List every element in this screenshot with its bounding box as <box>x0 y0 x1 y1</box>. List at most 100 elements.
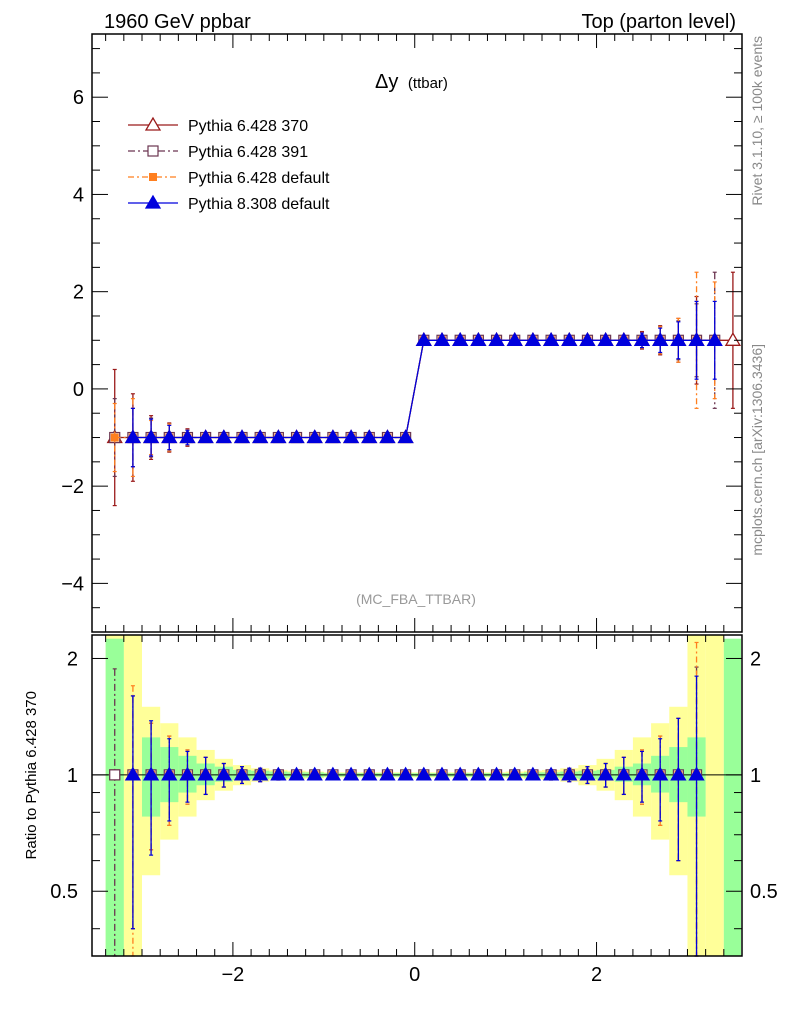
ratio-point <box>579 766 596 781</box>
y-tick-label-right: 0.5 <box>750 881 778 903</box>
y-tick-label: 2 <box>73 282 84 304</box>
series-1 <box>106 271 742 507</box>
ratio-point <box>324 766 342 781</box>
band-outer <box>705 635 724 956</box>
y-tick-label: 4 <box>73 184 84 206</box>
ratio-point <box>524 766 542 781</box>
data-point <box>561 332 578 346</box>
x-tick-label: 2 <box>591 964 602 986</box>
ratio-point <box>561 766 578 781</box>
ratio-point <box>252 766 269 781</box>
data-point <box>233 429 251 444</box>
main-title-delta-y: Δy <box>375 71 398 93</box>
data-point <box>415 332 432 346</box>
data-point <box>397 429 414 444</box>
series-4 <box>124 300 723 468</box>
data-point <box>142 429 160 444</box>
ratio-point <box>379 766 396 781</box>
rivet-label: Rivet 3.1.10, ≥ 100k events <box>749 36 765 206</box>
legend-label: Pythia 6.428 default <box>188 170 330 187</box>
ratio-frame <box>91 634 743 957</box>
ratio-point <box>342 766 360 781</box>
ratio-point <box>433 766 451 781</box>
analysis-label: (MC_FBA_TTBAR) <box>356 591 476 607</box>
ratio-series-1 <box>109 666 703 957</box>
y-tick-label-right: 2 <box>750 648 761 670</box>
data-point <box>324 429 342 444</box>
series-3 <box>110 271 719 478</box>
data-point <box>652 332 669 346</box>
series-line-1 <box>114 339 733 439</box>
data-point <box>161 429 178 444</box>
data-point <box>110 433 119 442</box>
header-left: 1960 GeV ppbar <box>104 11 251 33</box>
ratio-point <box>233 766 251 781</box>
x-tick-label: 0 <box>409 964 420 986</box>
main-plot-panel: −4 −2 0 2 4 6 Δy (ttbar) (MC_FBA_TTBAR) Pythi… <box>61 33 743 633</box>
data-point <box>306 429 323 444</box>
ratio-ylabel: Ratio to Pythia 6.428 370 <box>23 691 40 859</box>
ratio-point <box>215 766 232 781</box>
data-point <box>252 429 269 444</box>
legend-label: Pythia 6.428 391 <box>188 144 308 161</box>
ratio-point <box>652 766 669 781</box>
legend-label: Pythia 6.428 370 <box>188 118 308 135</box>
data-point <box>579 332 596 346</box>
data-point <box>670 332 687 346</box>
band-inner <box>723 638 741 956</box>
y-tick-label: 2 <box>67 648 78 670</box>
x-tick-label: −2 <box>222 964 245 986</box>
ratio-point <box>470 766 487 781</box>
main-frame <box>91 33 743 633</box>
ratio-point <box>397 766 414 781</box>
data-point <box>706 332 723 346</box>
y-tick-label: 6 <box>73 87 84 109</box>
y-tick-label: 1 <box>67 765 78 787</box>
legend-marker <box>144 194 162 209</box>
ratio-point <box>542 766 560 781</box>
ratio-point <box>288 766 305 781</box>
data-point <box>197 429 214 444</box>
ratio-point <box>270 766 287 781</box>
ratio-point <box>633 766 651 781</box>
series-line-4 <box>132 339 715 439</box>
ratio-point <box>688 766 705 781</box>
y-tick-label: −4 <box>61 573 84 595</box>
data-point <box>724 332 742 346</box>
ratio-point <box>161 766 178 781</box>
ratio-point <box>197 766 214 781</box>
header-right: Top (parton level) <box>581 11 736 33</box>
data-point <box>179 429 196 444</box>
ratio-point <box>615 766 632 781</box>
data-point <box>433 332 451 346</box>
data-point <box>215 429 232 444</box>
legend: Pythia 6.428 370 Pythia 6.428 391 Pythia 6… <box>128 116 330 213</box>
ratio-point <box>670 766 687 781</box>
data-point <box>542 332 560 346</box>
data-point <box>488 332 505 346</box>
ratio-point <box>179 766 196 781</box>
data-point <box>615 332 632 346</box>
ratio-point <box>506 766 523 781</box>
ratio-point <box>415 766 432 781</box>
ratio-series-2 <box>128 641 701 957</box>
data-point <box>524 332 542 346</box>
y-tick-label: 0 <box>73 379 84 401</box>
legend-entry: Pythia 6.428 370 <box>128 116 308 135</box>
ratio-series-3 <box>124 675 705 957</box>
ratio-point <box>452 766 469 781</box>
band-inner <box>105 638 124 956</box>
ratio-point <box>306 766 323 781</box>
legend-entry: Pythia 6.428 default <box>128 170 330 187</box>
data-point <box>124 429 142 444</box>
legend-marker <box>144 116 162 131</box>
series-2 <box>109 271 721 478</box>
main-title: Δy (ttbar) <box>375 71 448 93</box>
main-title-suffix: (ttbar) <box>408 75 448 92</box>
data-point <box>361 429 378 444</box>
y-tick-label-right: 1 <box>750 765 761 787</box>
ratio-point <box>124 766 142 781</box>
ratio-point <box>109 769 121 781</box>
ratio-plot-panel: −2 0 2 0.5 0.5 1 1 2 2 Ratio to Pythia 6.428 370 <box>23 634 778 986</box>
data-point <box>270 429 287 444</box>
